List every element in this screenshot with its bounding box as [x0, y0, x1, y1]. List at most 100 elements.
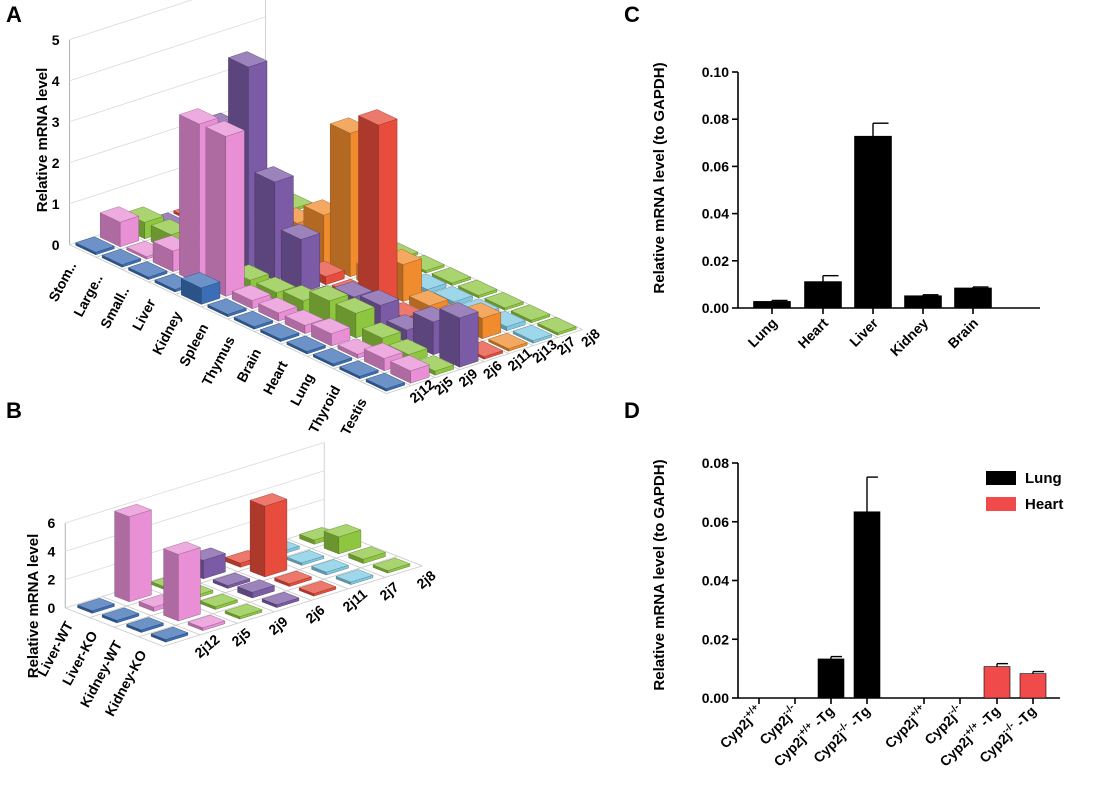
gene-label-2j7: 2j7 — [553, 333, 578, 358]
y-tick-label: 1 — [52, 196, 60, 212]
panel-c-bar-chart: 0.00 0.02 0.04 0.06 0.08 0.10 Relative mRNA le… — [651, 62, 1040, 359]
bar-left-face — [114, 510, 130, 603]
panel-b-3d-bar-chart: 0 2 4 6 Relative mRNA levelLiver-WTLiver-KOK… — [25, 442, 439, 719]
bar-kidneywt-2j7 — [310, 559, 349, 576]
bar-lung-3 — [853, 511, 881, 699]
bar-heart-3 — [1019, 673, 1047, 699]
bar-top-face — [488, 332, 528, 349]
bar-kidneywt-2j6 — [236, 579, 275, 599]
bars — [76, 493, 411, 643]
bar-values-4 — [954, 287, 992, 309]
bar-top-face — [537, 316, 577, 333]
bar-left-face — [254, 172, 275, 281]
floor-grid-line — [102, 596, 201, 636]
gene-label-2j9: 2j9 — [455, 365, 480, 390]
bar-right-face — [301, 233, 320, 294]
bar-heart-2j12 — [286, 335, 327, 355]
bar-top-face — [372, 557, 411, 571]
x-tick-label: Cyp2j+/+ — [716, 702, 765, 751]
y-axis-label: Relative mRNA level (to GAPDH) — [651, 459, 668, 690]
bar-heart-2j5 — [310, 317, 351, 347]
bar-kidneywt-2j9 — [199, 593, 238, 610]
y-tick-label: 2 — [47, 572, 55, 588]
panel-d-bar-chart: 0.00 0.02 0.04 0.06 0.08 Relative mRNA level … — [651, 455, 1063, 769]
panel-label-d: D — [624, 398, 640, 423]
bar-stom-2j12 — [75, 236, 115, 256]
bar-top-face — [101, 607, 140, 621]
bar-liverko-2j7 — [286, 550, 325, 566]
bar-top-face — [259, 323, 300, 340]
bar-top-face — [388, 338, 428, 355]
bar-kidneyko-2j9 — [224, 603, 263, 620]
bar-top-face — [199, 593, 238, 607]
bar-stom-2j5 — [99, 206, 140, 248]
bar-values-3 — [904, 295, 942, 309]
bar-top-face — [99, 206, 140, 223]
bar-top-face — [224, 603, 263, 617]
bar-top-face — [284, 309, 325, 326]
bar-spleen-2j12 — [207, 298, 247, 318]
bar-top-face — [187, 614, 226, 629]
bar-heart-2 — [983, 666, 1011, 699]
bar-liverwt-2j5 — [113, 503, 153, 603]
bar-top-face — [359, 289, 400, 306]
legend-label-lung: Lung — [1025, 470, 1062, 487]
bar-testis-2j13 — [488, 332, 528, 352]
bar-kidneyko-2j11 — [298, 580, 337, 597]
bar-spleen-2j6 — [280, 223, 321, 294]
category-label: Liver — [129, 296, 159, 334]
y-tick-label: 0 — [52, 237, 60, 253]
bar-top-face — [363, 342, 404, 359]
bar-top-face — [510, 304, 551, 321]
bar-left-face — [205, 126, 227, 297]
bar-top-face — [127, 261, 168, 278]
y-tick-label: 6 — [47, 515, 55, 531]
y-tick-label: 0.00 — [702, 300, 729, 316]
bar-right-face — [178, 547, 201, 622]
bar-top-face — [180, 272, 221, 289]
bar-values-1 — [804, 281, 842, 309]
bar-thymus-2j12 — [233, 310, 274, 330]
floor-grid-line — [65, 607, 164, 647]
category-label: Brain — [233, 346, 264, 385]
bar-top-face — [286, 550, 325, 564]
y-axis-label: Relative mRNA level — [34, 68, 51, 213]
gene-label-2j6: 2j6 — [302, 601, 327, 626]
y-tick-label: 0 — [47, 600, 55, 616]
y-axis-label: Relative mRNA level (to GAPDH) — [651, 62, 668, 293]
floor-grid-line — [163, 565, 423, 647]
bar-top-face — [231, 284, 272, 301]
bar-top-face — [390, 355, 430, 372]
legend-swatch-lung — [986, 471, 1016, 485]
bar-large-2j12 — [101, 248, 142, 268]
bar-thymus-2j5 — [258, 297, 298, 322]
bar-top-face — [75, 236, 115, 253]
bar-top-face — [357, 109, 398, 126]
x-tick-label: Kidney — [887, 315, 931, 359]
bar-testis-2j5 — [390, 355, 430, 384]
bar-top-face — [347, 546, 386, 560]
x-tick-label: Lung — [745, 315, 781, 351]
bar-top-face — [280, 223, 321, 240]
bar-lung-2j12 — [312, 348, 353, 367]
x-tick-label: Liver — [846, 314, 881, 349]
bar-top-face — [298, 580, 337, 594]
y-tick-label: 0.04 — [702, 573, 729, 589]
bar-liverko-2j12 — [101, 607, 140, 624]
bar-left-face — [249, 500, 265, 578]
bar-top-face — [273, 570, 312, 584]
panel-a-3d-bar-chart: 0 1 2 3 4 5 Relative mRNA level Stom..Large..Sm… — [34, 0, 603, 438]
bar-spleen-2j5 — [231, 284, 272, 310]
bar-kidneyko-2j8 — [372, 557, 411, 574]
bar-right-face — [129, 509, 152, 603]
gene-label-2j7: 2j7 — [376, 578, 401, 603]
panel-label-c: C — [624, 2, 640, 27]
bar-lung-2j8 — [484, 292, 524, 311]
y-tick-label: 5 — [52, 32, 60, 48]
bar-testis-2j7 — [512, 324, 553, 344]
bar-top-face — [457, 279, 498, 296]
bar-top-face — [261, 591, 300, 606]
panel-label-a: A — [6, 2, 22, 27]
wall-gridline — [65, 470, 325, 552]
